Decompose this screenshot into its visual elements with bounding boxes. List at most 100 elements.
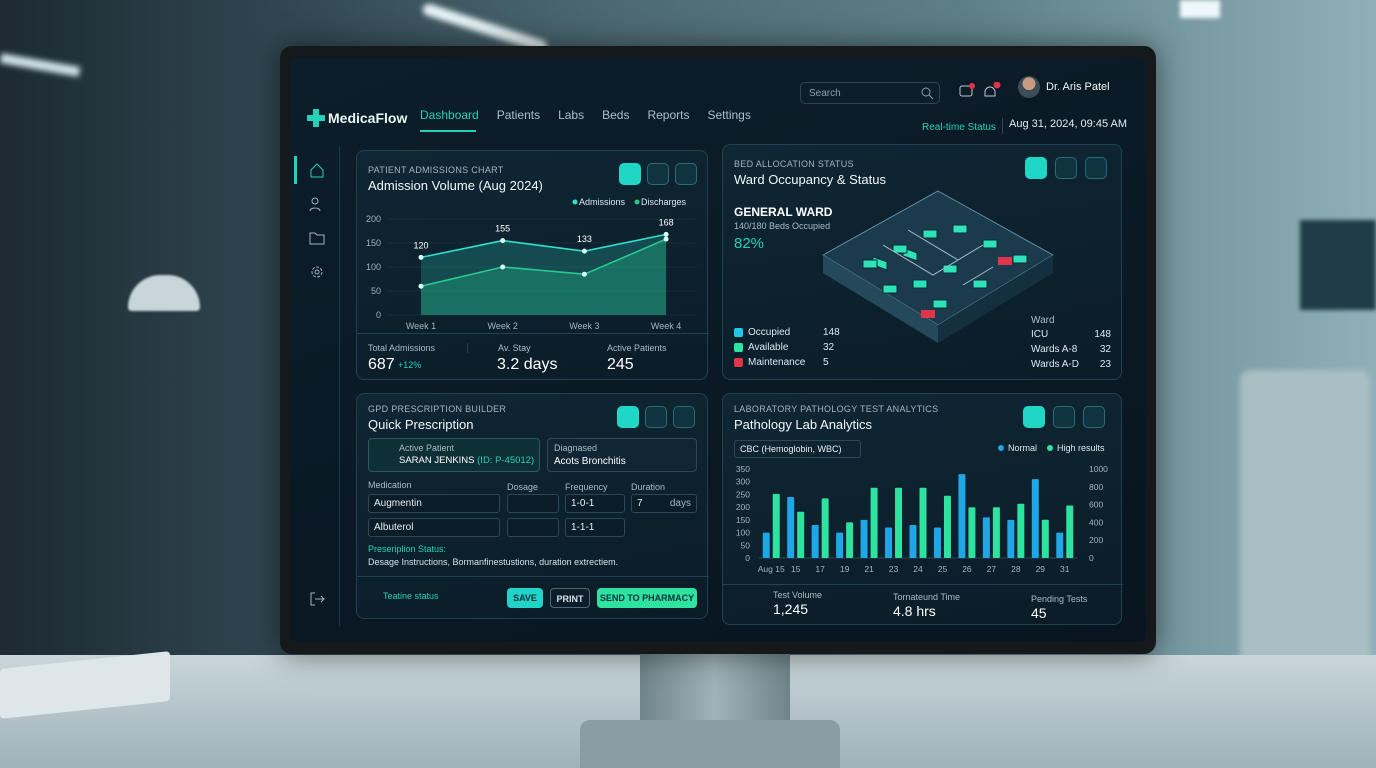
y-tick-label: 300 — [736, 477, 750, 487]
duration-input[interactable]: 7 days — [631, 494, 697, 513]
lamp — [128, 275, 200, 311]
y-tick-label: 50 — [371, 286, 381, 296]
nav-item[interactable]: Beds — [602, 108, 630, 122]
trend-button[interactable] — [1083, 406, 1105, 428]
search-box[interactable]: Search — [800, 82, 940, 104]
y-tick-label: 150 — [366, 238, 381, 248]
diagnosis-label: Diagnased — [554, 443, 598, 453]
background-equipment — [1240, 370, 1370, 670]
send-button[interactable]: SEND TO PHARMACY — [597, 588, 697, 608]
med-input[interactable]: Augmentin — [368, 494, 500, 513]
ward-legend: Occupied 148 Available 32 Maintenance 5 — [734, 325, 854, 370]
test-filter[interactable]: CBC (Hemoglobin, WBC) — [734, 440, 861, 458]
flask-button[interactable] — [1023, 406, 1045, 428]
capsule-button[interactable] — [673, 406, 695, 428]
patients-icon[interactable] — [309, 196, 325, 212]
x-tick-label: 19 — [840, 564, 850, 574]
monitor-base — [580, 720, 840, 768]
column-header: Duration — [631, 482, 666, 492]
diagnosis: Acots Bronchitis — [554, 456, 626, 467]
rx-button[interactable] — [617, 406, 639, 428]
info-button[interactable] — [1085, 157, 1107, 179]
data-label: 133 — [577, 234, 592, 244]
ward-illustration — [822, 190, 1054, 343]
dosage-input[interactable] — [507, 518, 559, 537]
nav-item[interactable]: Dashboard — [420, 108, 479, 122]
legend-row: Available 32 — [734, 340, 854, 355]
x-tick-label: 28 — [1011, 564, 1021, 574]
x-tick-label: Aug 15 — [758, 564, 785, 574]
building-button[interactable] — [619, 163, 641, 185]
ward-value: 32 — [1099, 344, 1111, 355]
ward-percent: 82% — [734, 235, 765, 252]
legend-label: Available — [748, 342, 789, 353]
user-name[interactable]: Dr. Aris Patel — [1046, 81, 1110, 93]
nav: Dashboard Patients Labs Beds Reports Settings — [420, 108, 751, 122]
bar — [895, 487, 903, 558]
pill-button[interactable] — [645, 406, 667, 428]
status-label: Preseriplion Status: — [368, 544, 447, 554]
nav-item[interactable]: Reports — [647, 108, 690, 122]
patient-label: Active Patient — [399, 443, 455, 453]
stat-label: Av. Stay — [467, 343, 531, 353]
footer-status: Teatine status — [383, 591, 439, 601]
panel-kicker: LABORATORY PATHOLOGY TEST ANALYTICS — [734, 404, 939, 414]
bar — [919, 487, 927, 558]
nav-item[interactable]: Labs — [558, 108, 585, 122]
sidebar-active — [294, 156, 297, 184]
legend-swatch — [634, 199, 640, 205]
x-tick-label: 17 — [815, 564, 825, 574]
data-label: 168 — [659, 217, 674, 227]
save-button[interactable]: SAVE — [507, 588, 543, 608]
bar — [846, 522, 854, 558]
column-header: Medication — [368, 480, 412, 490]
point — [663, 231, 669, 237]
y-tick-label: 200 — [366, 214, 381, 224]
frequency-input[interactable]: 1-0-1 — [565, 494, 625, 513]
datetime: Aug 31, 2024, 09:45 AM — [1002, 118, 1127, 134]
stat-label: Test Volume — [773, 590, 823, 600]
frequency-input[interactable]: 1-1-1 — [565, 518, 625, 537]
divider — [723, 584, 1123, 585]
notification-icons[interactable] — [958, 82, 1008, 102]
logout-icon[interactable] — [309, 591, 325, 607]
column-header: Frequency — [565, 482, 608, 492]
ward-label: Wards A-8 — [1031, 344, 1078, 355]
patient-card[interactable]: Active Patient SARAN JENKINS (ID: P-4501… — [368, 438, 540, 472]
ward-list-title: Ward — [1031, 315, 1055, 326]
panel-title: Ward Occupancy & Status — [734, 172, 886, 187]
dosage-input[interactable] — [507, 494, 559, 513]
bed-button[interactable] — [1025, 157, 1047, 179]
stat-label: Active Patients — [607, 343, 667, 353]
legend-swatch — [734, 343, 743, 352]
prev-button[interactable] — [647, 163, 669, 185]
bar — [885, 527, 893, 558]
print-button[interactable]: PRINT — [550, 588, 590, 608]
area — [421, 234, 667, 315]
bar — [1017, 503, 1025, 558]
legend-value: 5 — [823, 357, 829, 368]
bar — [1056, 532, 1064, 558]
avatar[interactable] — [1018, 76, 1040, 98]
nav-item[interactable]: Patients — [496, 108, 541, 122]
y-tick-label: 0 — [376, 310, 381, 320]
files-icon[interactable] — [309, 230, 325, 246]
duration: 7 — [637, 498, 643, 509]
bar — [992, 507, 1000, 558]
home-icon[interactable] — [309, 162, 325, 178]
ward-beds: 140/180 Beds Occupied — [734, 221, 831, 231]
med-input[interactable]: Albuterol — [368, 518, 500, 537]
settings-icon[interactable] — [309, 264, 325, 280]
next-button[interactable] — [675, 163, 697, 185]
y-tick-label: 100 — [736, 528, 750, 538]
legend-label: Discharges — [641, 197, 687, 207]
lab-chart: 0 50 100 150 200 250 300 350 0 200 400 600 800 1000 Au… — [736, 443, 1108, 574]
microscope-button[interactable] — [1053, 406, 1075, 428]
shield-button[interactable] — [1055, 157, 1077, 179]
x-tick-label: 21 — [864, 564, 874, 574]
diagnosis-select[interactable]: Diagnased Acots Bronchitis — [547, 438, 697, 472]
ward-value: 23 — [1099, 359, 1111, 370]
y2-tick-label: 1000 — [1089, 464, 1108, 474]
nav-item[interactable]: Settings — [707, 108, 751, 122]
